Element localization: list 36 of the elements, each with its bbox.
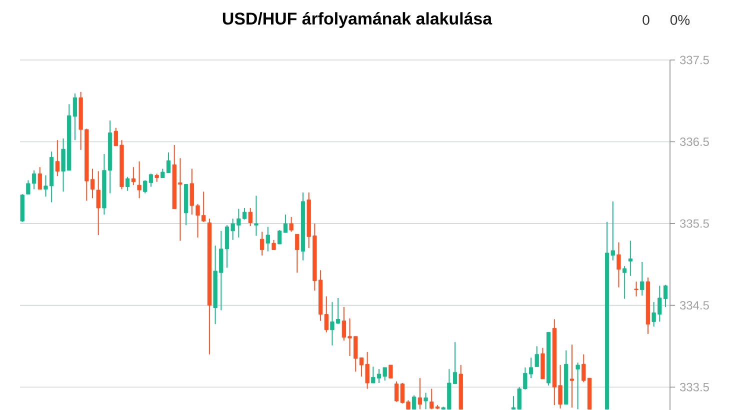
candlestick [38,166,42,190]
candlestick [534,346,539,368]
candlestick [640,261,644,296]
candlestick [272,239,276,250]
candlestick [55,140,60,177]
text: 0% [670,15,690,25]
candlestick [96,170,100,236]
candlestick [266,226,270,252]
candlestick [570,344,574,408]
candlestick [616,242,621,288]
candlestick [418,378,422,410]
y-tick-label: 336.5 [680,138,709,146]
text: 0 [642,15,650,25]
chart-title: USD/HUF árfolyamának alakulása [222,12,492,28]
candlestick [289,216,294,232]
candlestick [131,166,136,186]
candlestick [137,160,142,199]
y-tick-label: 335.5 [680,219,709,228]
candlestick [622,266,627,300]
candlestick [576,362,580,410]
candlestick [424,392,428,410]
candlestick [295,234,300,274]
candlestick [283,214,288,234]
y-tick-label: 334.5 [680,301,709,310]
candlestick [254,195,258,236]
y-tick-label: 333.5 [680,382,709,392]
candlestick [412,394,416,410]
candlestick [278,230,282,244]
candlestick [394,380,399,402]
candlestick [126,176,130,192]
candlestick [388,364,393,379]
candlestick [260,231,264,256]
candlestick [248,208,252,226]
y-tick-label: 337.5 [680,56,709,64]
candlestick [628,240,632,276]
candlestick [634,281,638,297]
